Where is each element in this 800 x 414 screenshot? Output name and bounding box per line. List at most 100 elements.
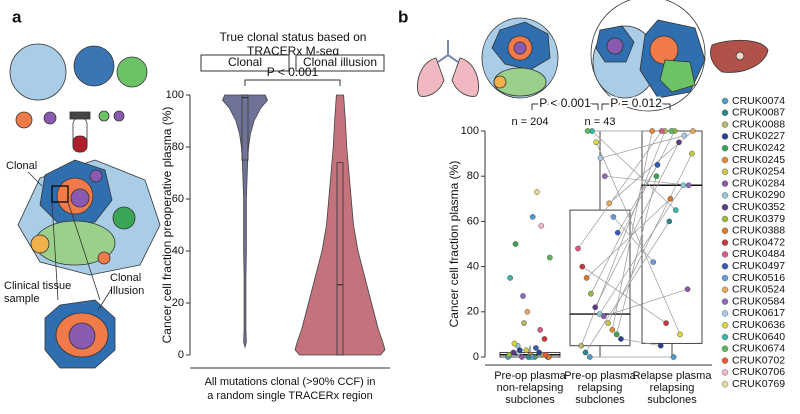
point <box>653 173 660 179</box>
point <box>676 139 682 146</box>
violin <box>222 94 268 349</box>
x-tick-label: relapsing <box>650 382 695 394</box>
point <box>587 354 593 360</box>
legend-label: CRUK0497 <box>732 260 785 272</box>
y-tick-label: 40 <box>172 245 184 257</box>
point <box>517 347 523 354</box>
point <box>606 200 612 207</box>
pair-line <box>590 130 675 294</box>
legend-label: CRUK0284 <box>732 177 785 189</box>
point <box>584 128 591 134</box>
legend-swatch <box>721 263 729 270</box>
legend-label: CRUK0584 <box>732 295 785 307</box>
legend-swatch <box>721 333 729 341</box>
pair-line <box>599 185 684 315</box>
category-box <box>200 54 290 72</box>
legend-swatch <box>721 286 729 293</box>
legend-label: CRUK0702 <box>732 354 785 366</box>
point <box>521 320 527 326</box>
y-tick-label: 80 <box>467 170 479 182</box>
legend-label: CRUK0674 <box>732 343 785 355</box>
y-tick-label: 100 <box>166 89 184 101</box>
point <box>670 354 677 360</box>
legend-swatch <box>721 381 729 388</box>
legend-swatch <box>721 345 729 352</box>
box <box>241 94 249 161</box>
pair-line <box>577 130 663 249</box>
violin <box>294 94 386 356</box>
y-tick-label: 60 <box>172 193 184 205</box>
pair-line <box>620 338 661 347</box>
illustration-b <box>417 0 769 112</box>
illus-label: Clonal <box>110 272 141 284</box>
y-axis-label: Cancer cell fraction preoperative plasma… <box>160 107 174 344</box>
legend-swatch <box>721 274 729 282</box>
box <box>569 209 631 347</box>
n-label: n = 204 <box>511 116 548 128</box>
point <box>602 173 608 179</box>
x-tick-label: subclones <box>647 394 697 406</box>
point <box>575 245 581 252</box>
point <box>680 182 687 189</box>
illus-label: Clonal <box>6 160 37 172</box>
pair-line <box>594 142 680 308</box>
point <box>597 155 604 161</box>
category-label: Clonal illusion <box>303 55 377 69</box>
point <box>579 263 586 270</box>
pair-line <box>611 130 653 330</box>
point <box>666 218 673 225</box>
y-tick-label: 60 <box>467 215 479 227</box>
legend-swatch <box>721 133 729 140</box>
point <box>534 189 540 195</box>
point <box>593 139 600 146</box>
illus-label: sample <box>4 293 39 305</box>
legend-label: CRUK0352 <box>732 201 785 213</box>
x-tick-label: subclones <box>575 394 625 406</box>
legend-label: CRUK0769 <box>732 378 785 390</box>
header: True clonal status based on <box>220 30 367 44</box>
point <box>685 182 692 189</box>
pair-line <box>607 153 693 324</box>
point <box>547 254 553 261</box>
point <box>657 342 664 349</box>
illustration-a <box>9 43 161 369</box>
legend-label: CRUK0088 <box>732 118 785 130</box>
point <box>618 336 624 342</box>
pair-line <box>603 288 688 317</box>
legend-swatch <box>721 251 729 258</box>
point <box>677 331 683 338</box>
point <box>578 342 585 349</box>
bracket <box>244 79 341 86</box>
point <box>684 286 691 293</box>
legend-label: CRUK0640 <box>732 331 785 343</box>
legend-label: CRUK0706 <box>732 366 785 378</box>
point <box>689 150 695 157</box>
legend-label: CRUK0524 <box>732 284 785 296</box>
point <box>536 349 542 356</box>
point <box>600 313 607 320</box>
y-tick-label: 0 <box>178 349 184 361</box>
point <box>690 128 696 134</box>
point <box>507 275 513 281</box>
pair-line <box>600 135 685 159</box>
legend-swatch <box>721 310 729 317</box>
point <box>668 128 675 134</box>
point <box>650 259 657 265</box>
n-label: n = 43 <box>585 116 616 128</box>
legend-label: CRUK0087 <box>732 107 785 119</box>
legend-label: CRUK0472 <box>732 236 785 248</box>
point <box>520 293 526 299</box>
point <box>511 340 518 347</box>
legend-swatch <box>721 156 729 164</box>
pair-line <box>585 221 670 353</box>
legend-label: CRUK0074 <box>732 95 785 107</box>
x-axis-label: a random single TRACERx region <box>207 390 372 402</box>
legend-label: CRUK0484 <box>732 248 785 260</box>
x-tick-label: Pre-op plasma <box>494 370 566 382</box>
category-box <box>295 54 385 72</box>
point <box>538 223 545 229</box>
legend-swatch <box>721 322 729 329</box>
point <box>614 229 621 236</box>
